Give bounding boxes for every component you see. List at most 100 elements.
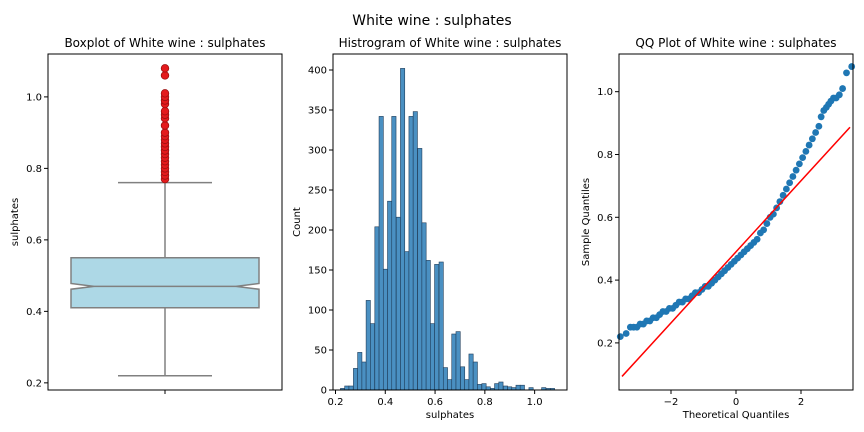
histogram-bar [357, 352, 363, 391]
histogram-y-tick-label: 100 [308, 306, 327, 317]
qq-panel: QQ Plot of White wine : sulphates Sample… [581, 36, 856, 421]
histogram-x-tick-label: 1.0 [527, 397, 543, 408]
qq-sample-point [805, 141, 813, 149]
qq-sample-point [808, 135, 816, 143]
histogram-bar [344, 385, 350, 391]
qq-sample-point [782, 185, 790, 193]
histogram-y-tick-label: 250 [308, 186, 327, 197]
histogram-bar [412, 111, 418, 391]
histogram-bar [378, 116, 384, 391]
boxplot-outlier-point [160, 71, 170, 80]
histogram-bar [438, 261, 444, 391]
boxplot-outlier-point [160, 64, 170, 73]
histogram-bar [451, 333, 457, 391]
boxplot-y-tick-label: 0.4 [26, 307, 42, 318]
qq-sample-point [760, 226, 768, 234]
boxplot-y-tick-label: 0.2 [26, 378, 42, 389]
qq-y-tick-label: 0.8 [597, 150, 613, 161]
qq-title: QQ Plot of White wine : sulphates [635, 36, 836, 50]
boxplot-y-axis-label: sulphates [10, 198, 21, 246]
histogram-y-tick-label: 50 [314, 346, 327, 357]
histogram-bar [468, 353, 474, 391]
boxplot-y-tick-label: 0.6 [26, 235, 42, 246]
histogram-bar [434, 264, 440, 391]
histogram-bar [498, 381, 504, 391]
histogram-y-tick-label: 0 [321, 386, 327, 397]
qq-sample-point [802, 147, 810, 155]
qq-sample-point [792, 166, 800, 174]
qq-x-axis-label: Theoretical Quantiles [682, 410, 790, 421]
qq-sample-point [839, 85, 846, 92]
qq-sample-point [763, 220, 771, 227]
qq-sample-point [815, 122, 823, 130]
histogram-bar [382, 268, 388, 391]
figure-suptitle: White wine : sulphates [352, 13, 511, 29]
histogram-bar [481, 383, 487, 391]
histogram-panel: Histrogram of White wine : sulphates Cou… [292, 36, 568, 421]
qq-sample-point [835, 91, 843, 99]
histogram-y-tick-label: 200 [308, 226, 327, 237]
histogram-bar [348, 385, 354, 391]
histogram-y-tick-label: 150 [308, 266, 327, 277]
histogram-bar [464, 379, 470, 391]
histogram-bar [472, 361, 478, 391]
qq-sample-point [848, 63, 856, 70]
histogram-bar [421, 222, 427, 391]
histogram-bar [494, 383, 500, 391]
histogram-plot-area: 0 50 100 150 200 250 300 350 400 0.2 0.4 0.6 0.8 1.0 [308, 66, 555, 408]
histogram-bar [455, 331, 461, 391]
histogram-bar [477, 384, 482, 391]
boxplot-frame [47, 53, 283, 391]
qq-sample-point [779, 191, 787, 199]
qq-x-tick-label: −2 [664, 397, 679, 408]
boxplot-outlier-point [160, 106, 170, 116]
qq-x-tick-label: 0 [733, 397, 739, 408]
histogram-bar [395, 216, 401, 391]
boxplot-outlier-point [160, 121, 170, 130]
qq-sample-point [817, 113, 825, 121]
qq-sample-point [795, 160, 803, 168]
qq-sample-point [789, 173, 797, 180]
qq-y-tick-label: 0.6 [597, 213, 613, 224]
qq-sample-point [812, 129, 820, 136]
histogram-y-tick-label: 350 [308, 106, 327, 117]
histogram-bar [353, 368, 358, 391]
histogram-bar [408, 116, 414, 391]
qq-plot-area: 0.2 0.4 0.6 0.8 1.0 −2 0 2 [597, 63, 856, 408]
boxplot-plot-area: 0.2 0.4 0.6 0.8 1.0 [26, 64, 260, 394]
qq-y-axis-label: Sample Quantiles [581, 178, 592, 266]
histogram-bar [387, 200, 393, 391]
histogram-x-axis-label: sulphates [426, 410, 474, 421]
qq-sample-point [786, 179, 794, 187]
histogram-title: Histrogram of White wine : sulphates [339, 36, 562, 50]
boxplot-outlier-point [160, 89, 170, 98]
qq-sample-point [753, 235, 761, 243]
histogram-bar [425, 260, 431, 391]
histogram-bar [447, 379, 453, 391]
boxplot-outlier-point [160, 128, 170, 137]
histogram-y-tick-label: 300 [308, 146, 327, 157]
qq-x-tick-label: 2 [798, 397, 804, 408]
qq-sample-point [843, 69, 850, 77]
histogram-x-tick-label: 0.8 [477, 397, 493, 408]
qq-y-tick-label: 0.4 [597, 276, 613, 287]
histogram-bar [502, 385, 508, 391]
histogram-bar [404, 251, 410, 391]
qq-y-tick-label: 0.2 [597, 338, 613, 349]
histogram-bar [365, 300, 371, 391]
histogram-bar [374, 226, 380, 391]
boxplot-title: Boxplot of White wine : sulphates [64, 36, 265, 50]
boxplot-y-tick-label: 0.8 [26, 164, 42, 175]
qq-frame [618, 53, 854, 391]
qq-sample-point [616, 333, 624, 341]
histogram-bar [391, 116, 397, 391]
qq-sample-point [799, 154, 807, 162]
histogram-bar [515, 384, 521, 391]
histogram-bar [460, 366, 466, 391]
histogram-bar [400, 68, 406, 391]
histogram-bar [361, 361, 367, 391]
qq-sample-point [776, 198, 784, 205]
boxplot-panel: Boxplot of White wine : sulphates sulpha… [10, 36, 283, 394]
histogram-bar [430, 323, 435, 391]
